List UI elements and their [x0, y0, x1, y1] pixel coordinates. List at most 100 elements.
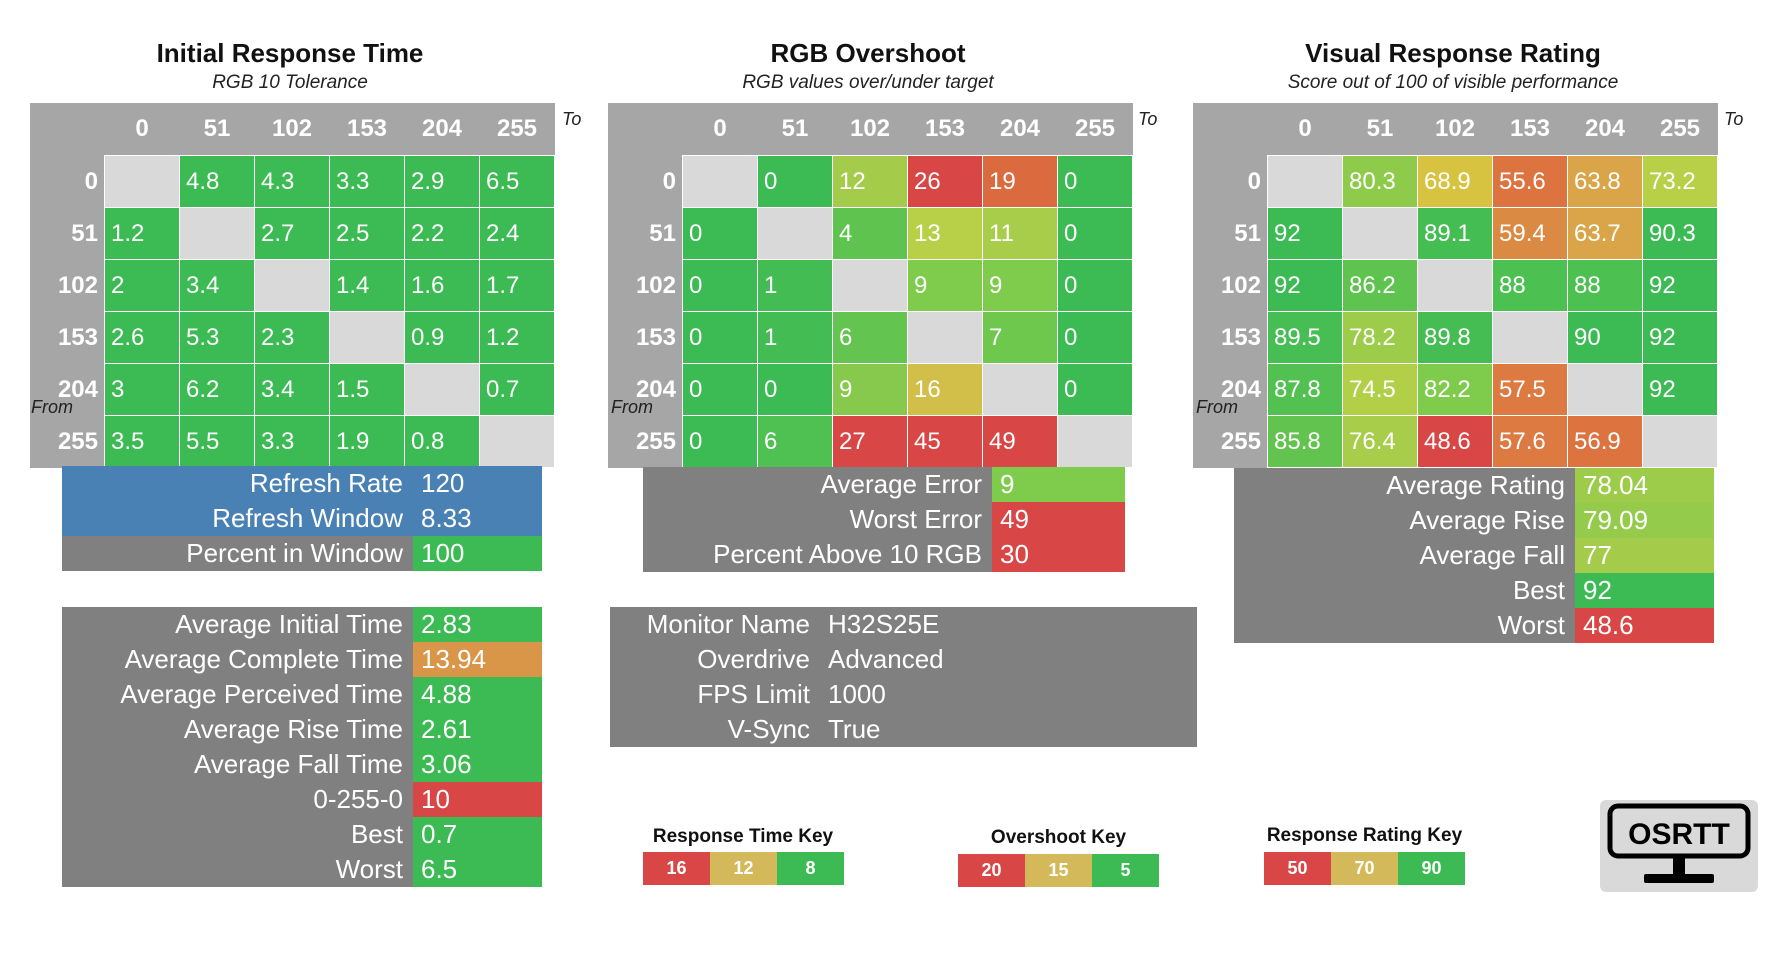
grid-cell: 68.9 — [1417, 155, 1493, 208]
column-header: 204 — [982, 103, 1058, 156]
grid-cell: 9 — [832, 363, 908, 416]
column-header: 51 — [1342, 103, 1418, 156]
grid-cell: 3.4 — [179, 259, 255, 312]
row-header: 51 — [1193, 207, 1268, 260]
grid-cell-empty — [1492, 311, 1568, 364]
grid-cell: 2 — [104, 259, 180, 312]
stat-row: Refresh Rate 120 — [62, 466, 542, 501]
grid-cell: 82.2 — [1417, 363, 1493, 416]
grid-cell: 48.6 — [1417, 415, 1493, 468]
grid-cell-empty — [1642, 415, 1718, 468]
column-header: 102 — [254, 103, 330, 156]
monitor-info-table: Monitor Name H32S25E Overdrive Advanced FPS … — [610, 607, 1197, 747]
column-header: 255 — [479, 103, 555, 156]
grid-cell-empty — [254, 259, 330, 312]
stat-row: Best 92 — [1234, 573, 1714, 608]
grid-cell: 56.9 — [1567, 415, 1643, 468]
stat-label: Best — [62, 817, 413, 852]
rgb-overshoot-title: RGB Overshoot — [770, 38, 966, 68]
stat-row: Overdrive Advanced — [610, 642, 1197, 677]
row-header: 204 — [608, 363, 683, 416]
column-header: 102 — [1417, 103, 1493, 156]
column-header: 255 — [1642, 103, 1718, 156]
grid-cell: 0.7 — [479, 363, 555, 416]
grid-row: 204 0 0 9 16 0 — [608, 363, 1133, 416]
column-header: 0 — [104, 103, 180, 156]
stat-row: Average Fall 77 — [1234, 538, 1714, 573]
grid-cell: 59.4 — [1492, 207, 1568, 260]
grid-cell-empty — [404, 363, 480, 416]
row-header: 0 — [608, 155, 683, 208]
grid-cell: 0 — [1057, 207, 1133, 260]
key-swatch: 15 — [1025, 854, 1092, 887]
row-header: 153 — [1193, 311, 1268, 364]
grid-cell: 6.2 — [179, 363, 255, 416]
grid-cell: 3 — [104, 363, 180, 416]
grid-cell: 0 — [1057, 311, 1133, 364]
stat-label: V-Sync — [610, 712, 820, 747]
grid-cell: 0.9 — [404, 311, 480, 364]
stat-label: Average Initial Time — [62, 607, 413, 642]
key-swatch: 50 — [1264, 852, 1331, 885]
stat-label: Refresh Window — [62, 501, 413, 536]
stat-label: Average Complete Time — [62, 642, 413, 677]
stat-value: 92 — [1575, 573, 1714, 608]
grid-cell-empty — [982, 363, 1058, 416]
stat-value: 2.83 — [413, 607, 542, 642]
stat-row: Refresh Window 8.33 — [62, 501, 542, 536]
stat-row: Average Rise 79.09 — [1234, 503, 1714, 538]
grid-cell-empty — [907, 311, 983, 364]
grid-cell: 1.4 — [329, 259, 405, 312]
stat-label: FPS Limit — [610, 677, 820, 712]
stat-value: 10 — [413, 782, 542, 817]
grid-row: 153 0 1 6 7 0 — [608, 311, 1133, 364]
stat-row: 0-255-0 10 — [62, 782, 542, 817]
stat-row: V-Sync True — [610, 712, 1197, 747]
stat-value: Advanced — [820, 642, 1197, 677]
grid-cell: 49 — [982, 415, 1058, 468]
response-rating-key-title: Response Rating Key — [1266, 825, 1463, 846]
overshoot-errors-table: Average Error 9 Worst Error 49 Percent Above… — [643, 467, 1125, 572]
stat-value: 77 — [1575, 538, 1714, 573]
grid-cell: 45 — [907, 415, 983, 468]
from-label: From — [31, 397, 73, 417]
stat-value: True — [820, 712, 1197, 747]
grid-cell: 55.6 — [1492, 155, 1568, 208]
stat-label: Average Error — [643, 467, 992, 502]
grid-cell: 88 — [1567, 259, 1643, 312]
stat-label: Average Fall — [1234, 538, 1575, 573]
grid-cell: 12 — [832, 155, 908, 208]
grid-cell: 0 — [682, 207, 758, 260]
corner-cell — [30, 103, 105, 156]
grid-cell: 2.2 — [404, 207, 480, 260]
column-header: 153 — [1492, 103, 1568, 156]
grid-row: 153 2.6 5.3 2.3 0.9 1.2 — [30, 311, 555, 364]
grid-row: 255 3.5 5.5 3.3 1.9 0.8 — [30, 415, 555, 468]
grid-cell-empty — [682, 155, 758, 208]
response-rating-key: 50 70 90 — [1264, 852, 1465, 885]
stat-row: Average Rise Time 2.61 — [62, 712, 542, 747]
stat-row: Average Complete Time 13.94 — [62, 642, 542, 677]
grid-cell: 4 — [832, 207, 908, 260]
response-time-key-title: Response Time Key — [652, 826, 834, 847]
grid-row: 51 0 4 13 11 0 — [608, 207, 1133, 260]
row-header: 51 — [608, 207, 683, 260]
stat-label: Percent in Window — [62, 536, 413, 571]
stat-label: Average Rise Time — [62, 712, 413, 747]
grid-cell: 1 — [757, 259, 833, 312]
column-header: 204 — [404, 103, 480, 156]
osrtt-logo: OSRTT — [1600, 800, 1758, 892]
grid-cell: 1.7 — [479, 259, 555, 312]
column-header: 102 — [832, 103, 908, 156]
grid-cell: 6 — [832, 311, 908, 364]
stat-label: Monitor Name — [610, 607, 820, 642]
visual-rating-subtitle: Score out of 100 of visible performance — [1287, 72, 1619, 93]
corner-cell — [1193, 103, 1268, 156]
grid-cell: 4.3 — [254, 155, 330, 208]
rating-stats-table: Average Rating 78.04 Average Rise 79.09 Aver… — [1234, 468, 1714, 643]
grid-row: 102 0 1 9 9 0 — [608, 259, 1133, 312]
refresh-stats-table: Refresh Rate 120 Refresh Window 8.33 Percent… — [62, 466, 542, 571]
grid-cell: 1.2 — [104, 207, 180, 260]
grid-cell: 5.3 — [179, 311, 255, 364]
stat-row: Worst Error 49 — [643, 502, 1125, 537]
